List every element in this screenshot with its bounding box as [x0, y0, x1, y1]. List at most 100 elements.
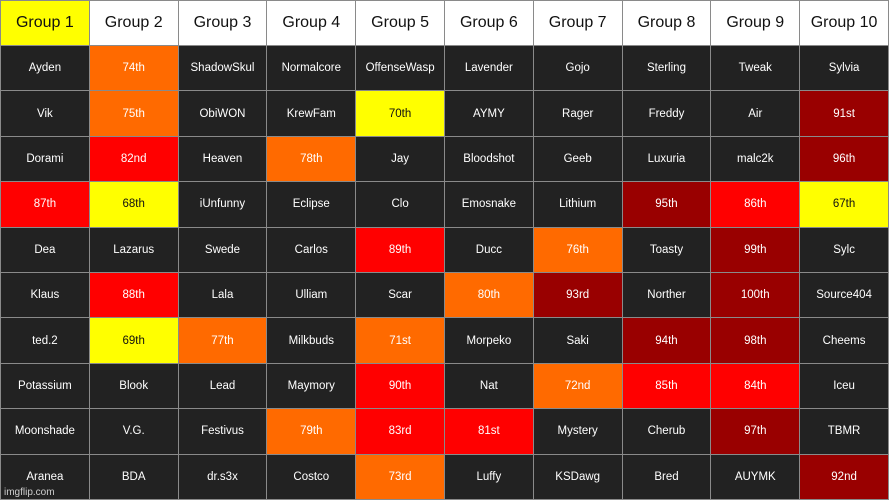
group-header-3: Group 3 — [177, 0, 268, 46]
group-header-10: Group 10 — [799, 0, 889, 46]
grid-cell: 90th — [355, 362, 445, 410]
grid-cell: Carlos — [266, 226, 357, 273]
grid-cell: 79th — [266, 408, 357, 455]
grid-cell: 76th — [532, 226, 623, 273]
group-header-8: Group 8 — [621, 0, 712, 46]
grid-cell: Bloodshot — [443, 135, 534, 183]
grid-cell: 89th — [355, 226, 445, 273]
grid-cell: 77th — [177, 317, 268, 364]
group-header-1: Group 1 — [0, 0, 90, 46]
grid-cell: Tweak — [710, 44, 801, 92]
grid-cell: Heaven — [177, 135, 268, 183]
grid-cell: 94th — [621, 317, 712, 364]
grid-cell: Lithium — [532, 181, 623, 228]
grid-cell: Norther — [621, 271, 712, 319]
grid-cell: Swede — [177, 226, 268, 273]
grid-cell: 87th — [0, 181, 90, 228]
grid-cell: Iceu — [799, 362, 889, 410]
table-row: Dorami 82nd Heaven 78th Jay Bloodshot Geeb Luxu… — [0, 135, 889, 183]
grid-cell: Cherub — [621, 408, 712, 455]
grid-cell: 81st — [443, 408, 534, 455]
grid-cell: Toasty — [621, 226, 712, 273]
grid-cell: Source404 — [799, 271, 889, 319]
grid-cell: Eclipse — [266, 181, 357, 228]
group-header-5: Group 5 — [355, 0, 445, 46]
grid-cell: Klaus — [0, 271, 90, 319]
grid-cell: Emosnake — [443, 181, 534, 228]
grid-cell: KrewFam — [266, 90, 357, 137]
grid-body: Ayden 74th ShadowSkul Normalcore OffenseWasp… — [0, 44, 889, 500]
grid-cell: dr.s3x — [177, 453, 268, 500]
grid-cell: Lavender — [443, 44, 534, 92]
grid-cell: Ducc — [443, 226, 534, 273]
group-header-4: Group 4 — [266, 0, 357, 46]
grid-cell: Potassium — [0, 362, 90, 410]
grid-cell: ted.2 — [0, 317, 90, 364]
grid-cell: 92nd — [799, 453, 889, 500]
grid-cell: AYMY — [443, 90, 534, 137]
grid-cell: Clo — [355, 181, 445, 228]
grid-cell: Nat — [443, 362, 534, 410]
grid-cell: 80th — [443, 271, 534, 319]
grid-cell: Dorami — [0, 135, 90, 183]
grid-cell: Air — [710, 90, 801, 137]
grid-cell: Lala — [177, 271, 268, 319]
grid-cell: AUYMK — [710, 453, 801, 500]
grid-cell: 95th — [621, 181, 712, 228]
table-row: Vik 75th ObiWON KrewFam 70th AYMY Rager Freddy A… — [0, 90, 889, 137]
grid-cell: Mystery — [532, 408, 623, 455]
watermark: imgflip.com — [4, 487, 55, 498]
grid-cell: 70th — [355, 90, 445, 137]
grid-cell: 69th — [88, 317, 179, 364]
grid-cell: Aranea — [0, 453, 90, 500]
group-header-6: Group 6 — [443, 0, 534, 46]
grid-cell: Lead — [177, 362, 268, 410]
table-row: Moonshade V.G. Festivus 79th 83rd 81st Mystery… — [0, 408, 889, 455]
grid-cell: Blook — [88, 362, 179, 410]
grid-cell: 97th — [710, 408, 801, 455]
grid-cell: Cheems — [799, 317, 889, 364]
grid-cell: Sterling — [621, 44, 712, 92]
grid-cell: Moonshade — [0, 408, 90, 455]
grid-cell: 86th — [710, 181, 801, 228]
grid-cell: Bred — [621, 453, 712, 500]
grid-cell: Maymory — [266, 362, 357, 410]
header-row: Group 1 Group 2 Group 3 Group 4 Group 5 Group… — [0, 0, 889, 46]
group-header-7: Group 7 — [532, 0, 623, 46]
grid-cell: Dea — [0, 226, 90, 273]
grid-cell: Geeb — [532, 135, 623, 183]
grid-cell: Freddy — [621, 90, 712, 137]
grid-cell: 98th — [710, 317, 801, 364]
grid-cell: 88th — [88, 271, 179, 319]
grid-cell: 72nd — [532, 362, 623, 410]
grid-cell: 68th — [88, 181, 179, 228]
grid-cell: Lazarus — [88, 226, 179, 273]
table-row: Aranea BDA dr.s3x Costco 73rd Luffy KSDawg Bred… — [0, 453, 889, 500]
grid-cell: Vik — [0, 90, 90, 137]
grid-cell: ShadowSkul — [177, 44, 268, 92]
grid-cell: 85th — [621, 362, 712, 410]
grid-cell: Milkbuds — [266, 317, 357, 364]
grid-cell: 84th — [710, 362, 801, 410]
grid-cell: TBMR — [799, 408, 889, 455]
group-header-2: Group 2 — [88, 0, 179, 46]
grid-cell: Saki — [532, 317, 623, 364]
table-row: ted.2 69th 77th Milkbuds 71st Morpeko Saki 94th… — [0, 317, 889, 364]
table-row: Ayden 74th ShadowSkul Normalcore OffenseWasp… — [0, 44, 889, 92]
grid-cell: Rager — [532, 90, 623, 137]
table-row: Klaus 88th Lala Ulliam Scar 80th 93rd Norther 10… — [0, 271, 889, 319]
grid-cell: 99th — [710, 226, 801, 273]
grid-cell: 78th — [266, 135, 357, 183]
grid-cell: iUnfunny — [177, 181, 268, 228]
grid-cell: Sylvia — [799, 44, 889, 92]
grid-cell: Luxuria — [621, 135, 712, 183]
grid-cell: Festivus — [177, 408, 268, 455]
grid-cell: 75th — [88, 90, 179, 137]
grid-cell: Sylc — [799, 226, 889, 273]
grid-cell: 100th — [710, 271, 801, 319]
grid-cell: Jay — [355, 135, 445, 183]
grid-cell: malc2k — [710, 135, 801, 183]
grid-cell: 83rd — [355, 408, 445, 455]
grid-cell: Normalcore — [266, 44, 357, 92]
